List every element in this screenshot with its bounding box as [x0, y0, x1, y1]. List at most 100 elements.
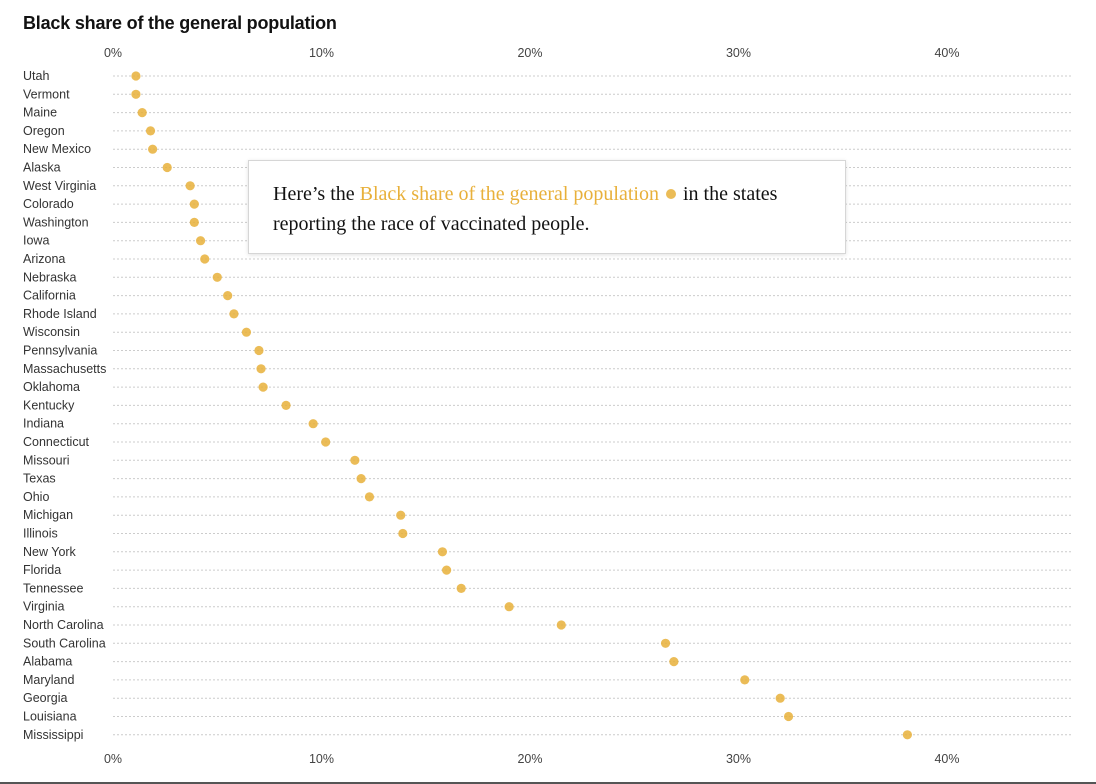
- row-missouri: Missouri: [23, 453, 1071, 467]
- annotation-text-after: in the states reporting the race of vacc…: [273, 183, 778, 235]
- state-label-california: California: [23, 289, 76, 303]
- row-utah: Utah: [23, 69, 1071, 83]
- data-point-mississippi: [902, 730, 912, 740]
- state-label-florida: Florida: [23, 563, 61, 577]
- data-point-wisconsin: [241, 327, 252, 337]
- data-point-virginia: [504, 602, 514, 612]
- row-michigan: Michigan: [23, 508, 1071, 522]
- row-ohio: Ohio: [23, 490, 1071, 504]
- row-louisiana: Louisiana: [23, 710, 1071, 724]
- state-label-louisiana: Louisiana: [23, 710, 77, 724]
- data-point-nebraska: [212, 272, 222, 282]
- state-label-wisconsin: Wisconsin: [23, 325, 80, 339]
- state-label-maine: Maine: [23, 106, 57, 120]
- data-point-south-carolina: [660, 638, 671, 648]
- bottom-tick-label-30pct: 30%: [726, 752, 751, 766]
- data-point-new-york: [437, 547, 448, 557]
- row-vermont: Vermont: [23, 87, 1071, 101]
- data-point-alabama: [669, 657, 679, 667]
- row-rhode-island: Rhode Island: [23, 307, 1071, 321]
- bottom-tick-label-10pct: 10%: [309, 752, 334, 766]
- top-tick-label-20pct: 20%: [517, 46, 542, 60]
- state-label-virginia: Virginia: [23, 600, 65, 614]
- row-arizona: Arizona: [23, 252, 1071, 266]
- state-label-alaska: Alaska: [23, 161, 61, 175]
- row-maine: Maine: [23, 106, 1071, 120]
- data-point-new-mexico: [148, 144, 158, 154]
- state-label-colorado: Colorado: [23, 197, 74, 211]
- row-alabama: Alabama: [23, 655, 1071, 669]
- data-point-oregon: [145, 126, 156, 136]
- row-south-carolina: South Carolina: [23, 636, 1071, 650]
- state-label-west-virginia: West Virginia: [23, 179, 96, 193]
- state-label-massachusetts: Massachusetts: [23, 362, 106, 376]
- state-label-alabama: Alabama: [23, 655, 72, 669]
- data-point-maryland: [740, 675, 750, 685]
- data-point-florida: [442, 565, 452, 575]
- top-tick-label-10pct: 10%: [309, 46, 334, 60]
- row-nebraska: Nebraska: [23, 270, 1071, 284]
- data-point-arizona: [200, 254, 210, 264]
- state-label-maryland: Maryland: [23, 673, 74, 687]
- state-label-indiana: Indiana: [23, 417, 64, 431]
- top-tick-label-0pct: 0%: [104, 46, 122, 60]
- data-point-louisiana: [783, 711, 794, 722]
- row-washington: Washington: [23, 215, 1071, 229]
- bottom-tick-label-0pct: 0%: [104, 752, 122, 766]
- state-label-oregon: Oregon: [23, 124, 65, 138]
- annotation-highlight: Black share of the general population: [359, 183, 659, 205]
- state-label-georgia: Georgia: [23, 691, 68, 705]
- state-label-washington: Washington: [23, 215, 89, 229]
- state-label-new-york: New York: [23, 545, 77, 559]
- state-label-missouri: Missouri: [23, 453, 70, 467]
- row-colorado: Colorado: [23, 197, 1071, 211]
- data-point-west-virginia: [185, 181, 195, 191]
- state-label-nebraska: Nebraska: [23, 270, 77, 284]
- row-virginia: Virginia: [23, 600, 1071, 614]
- state-label-illinois: Illinois: [23, 527, 58, 541]
- data-point-oklahoma: [258, 382, 268, 392]
- top-tick-label-30pct: 30%: [726, 46, 751, 60]
- data-point-alaska: [162, 162, 172, 173]
- data-point-ohio: [364, 492, 375, 502]
- data-point-texas: [356, 474, 366, 484]
- data-point-kentucky: [281, 400, 291, 410]
- top-axis: 0% 10% 20% 30% 40%: [104, 46, 960, 60]
- data-point-rhode-island: [229, 309, 239, 319]
- data-point-maine: [137, 108, 147, 118]
- row-california: California: [23, 289, 1071, 303]
- state-label-new-mexico: New Mexico: [23, 142, 91, 156]
- data-point-michigan: [396, 510, 406, 520]
- bottom-border: [0, 782, 1096, 784]
- data-point-north-carolina: [556, 620, 566, 630]
- data-point-utah: [131, 71, 141, 81]
- state-label-connecticut: Connecticut: [23, 435, 90, 449]
- data-point-georgia: [775, 693, 785, 703]
- state-label-south-carolina: South Carolina: [23, 636, 106, 650]
- row-pennsylvania: Pennsylvania: [23, 344, 1071, 358]
- row-tennessee: Tennessee: [23, 581, 1071, 595]
- row-georgia: Georgia: [23, 691, 1071, 705]
- row-new-mexico: New Mexico: [23, 142, 1071, 156]
- state-label-ohio: Ohio: [23, 490, 49, 504]
- top-tick-label-40pct: 40%: [934, 46, 959, 60]
- state-label-north-carolina: North Carolina: [23, 618, 104, 632]
- row-oregon: Oregon: [23, 124, 1071, 138]
- row-connecticut: Connecticut: [23, 435, 1071, 449]
- row-florida: Florida: [23, 563, 1071, 577]
- row-illinois: Illinois: [23, 527, 1071, 541]
- state-label-kentucky: Kentucky: [23, 398, 75, 412]
- data-point-pennsylvania: [254, 345, 264, 356]
- state-label-arizona: Arizona: [23, 252, 65, 266]
- data-point-california: [223, 291, 233, 301]
- state-label-michigan: Michigan: [23, 508, 73, 522]
- data-point-indiana: [308, 419, 318, 429]
- data-point-washington: [189, 217, 199, 227]
- state-label-tennessee: Tennessee: [23, 581, 84, 595]
- data-point-colorado: [189, 199, 199, 209]
- data-point-vermont: [131, 89, 141, 99]
- annotation-text-before: Here’s the: [273, 183, 360, 205]
- bottom-tick-label-40pct: 40%: [934, 752, 959, 766]
- row-iowa: Iowa: [23, 234, 1071, 248]
